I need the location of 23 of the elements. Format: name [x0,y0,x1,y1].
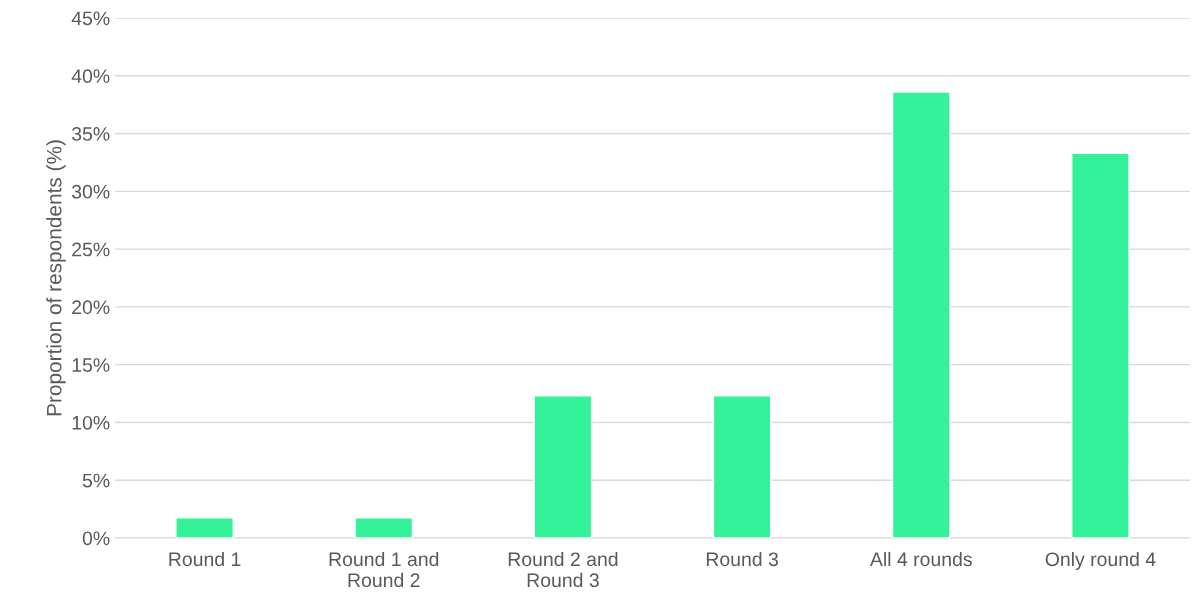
y-tick-label: 20% [72,300,110,315]
y-tick-label: 30% [71,184,110,199]
x-tick-label: Round 1 [169,551,241,567]
y-tick-label: 45% [71,11,110,26]
y-tick-label: 35% [71,127,110,141]
y-tick-label: 25% [72,242,110,257]
x-tick-label: All 4 rounds [869,551,972,567]
bar [175,517,234,538]
y-tick-label: 15% [72,358,110,372]
y-tick-label: 5% [82,473,110,488]
x-tick-label: Round 3 [706,551,778,567]
bar [712,395,772,538]
y-tick-label: 40% [71,69,110,84]
x-tick-label: Round 2 and Round 3 [508,551,618,588]
x-tick-label: Only round 4 [1045,551,1156,571]
bar [891,91,951,538]
x-tick-label: Round 1 and Round 2 [329,551,439,588]
bar [533,395,593,538]
bar [1071,152,1130,538]
y-tick-label: 0% [82,531,110,546]
bar [354,517,414,538]
y-tick-label: 10% [72,415,110,430]
y-axis-title: Proportion of respondents (%) [46,140,66,416]
